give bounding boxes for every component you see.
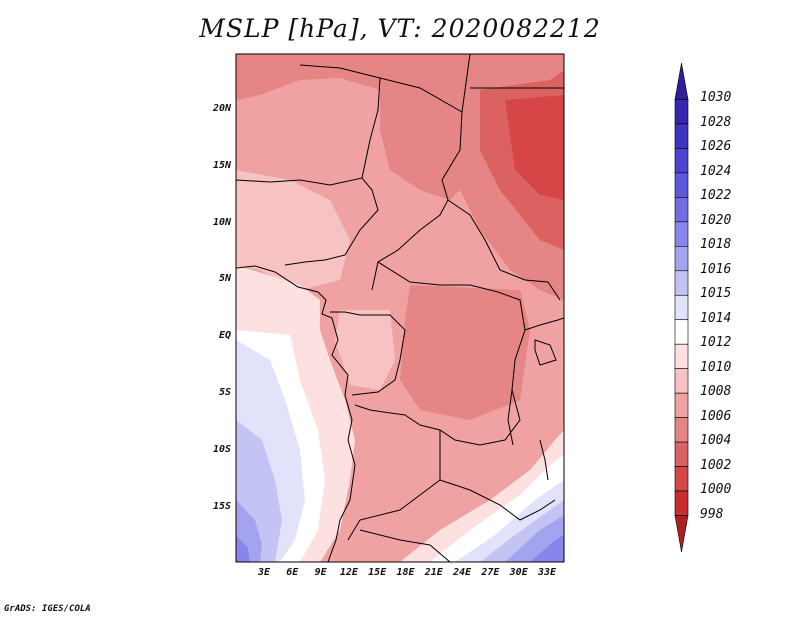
colorbar-swatch xyxy=(674,246,689,272)
colorbar-swatch xyxy=(674,172,689,198)
border-westafrica xyxy=(236,177,379,266)
colorbar-swatch xyxy=(674,197,689,223)
lon-label: 27E xyxy=(481,567,500,578)
lon-label: 30E xyxy=(509,567,528,578)
colorbar-swatch xyxy=(674,490,689,516)
colorbar-label: 1000 xyxy=(700,482,732,498)
colorbar xyxy=(674,62,689,553)
colorbar-swatch xyxy=(674,392,689,418)
field-1008-congo xyxy=(400,285,530,420)
credit-text: GrADS: IGES/COLA xyxy=(4,604,91,614)
colorbar-swatch xyxy=(674,99,689,125)
border-namibia xyxy=(359,529,451,562)
field-1008-north xyxy=(236,54,470,120)
colorbar-swatch xyxy=(674,515,689,553)
lake-tanganyika xyxy=(507,389,514,446)
colorbar-label: 1028 xyxy=(700,114,732,130)
colorbar-label: 1016 xyxy=(700,261,732,277)
lon-label: 24E xyxy=(453,567,472,578)
colorbar-swatch xyxy=(674,270,689,296)
lon-label: 15E xyxy=(368,567,387,578)
field-1022-south xyxy=(530,535,564,562)
lon-label: 6E xyxy=(286,567,299,578)
colorbar-swatch xyxy=(674,123,689,149)
border-congo xyxy=(330,311,406,396)
lat-label: EQ xyxy=(218,330,231,342)
colorbar-label: 1006 xyxy=(700,408,732,424)
lon-label: 18E xyxy=(396,567,415,578)
colorbar-swatch xyxy=(674,368,689,394)
coastline xyxy=(236,265,356,562)
lon-label: 9E xyxy=(314,567,327,578)
colorbar-label: 1030 xyxy=(700,90,732,106)
colorbar-label: 1020 xyxy=(700,212,732,228)
colorbar-label: 1022 xyxy=(700,188,732,204)
colorbar-swatch xyxy=(674,466,689,492)
colorbar-swatch xyxy=(674,221,689,247)
border-kenya xyxy=(524,317,564,331)
border-niger-algeria xyxy=(299,64,381,179)
lon-label: 3E xyxy=(257,567,271,578)
colorbar-label: 1012 xyxy=(700,335,732,351)
lat-label: 10N xyxy=(212,216,231,228)
colorbar-label: 1026 xyxy=(700,139,732,155)
colorbar-label: 1018 xyxy=(700,237,732,253)
colorbar-swatch xyxy=(674,319,689,345)
colorbar-swatch xyxy=(674,62,689,100)
colorbar-swatch xyxy=(674,417,689,443)
colorbar-swatch xyxy=(674,343,689,369)
field-1008-chad xyxy=(380,90,470,200)
colorbar-swatch xyxy=(674,441,689,467)
lat-label: 15N xyxy=(212,159,231,171)
lat-label: 15S xyxy=(212,500,231,512)
lat-label: 5N xyxy=(218,273,231,285)
colorbar-label: 1002 xyxy=(700,457,732,473)
border-car-drc xyxy=(377,261,526,331)
colorbar-label: 1004 xyxy=(700,433,732,449)
map-title: MSLP [hPa], VT: 2020082212 xyxy=(199,14,601,43)
mslp-field xyxy=(236,54,564,562)
field-1012-gabon xyxy=(335,310,395,390)
map-frame xyxy=(235,53,565,563)
colorbar-label: 1008 xyxy=(700,384,732,400)
lon-label: 12E xyxy=(339,567,358,578)
border-angola-zambia xyxy=(347,430,441,541)
colorbar-label: 1015 xyxy=(700,286,732,302)
border-libya xyxy=(379,54,471,113)
lon-label: 21E xyxy=(424,567,443,578)
colorbar-label: 1024 xyxy=(700,163,732,179)
lake-victoria xyxy=(534,339,557,366)
border-drc-east xyxy=(354,329,526,446)
lon-label: 33E xyxy=(537,567,557,578)
colorbar-swatch xyxy=(674,148,689,174)
colorbar-swatch xyxy=(674,294,689,321)
border-zambia-south xyxy=(439,479,556,521)
lat-label: 10S xyxy=(212,443,231,455)
lat-label: 5S xyxy=(218,387,231,398)
colorbar-label: 1010 xyxy=(700,359,732,375)
field-1004-core xyxy=(505,95,564,200)
colorbar-label: 1014 xyxy=(700,310,732,326)
field-1022-ocean xyxy=(236,535,250,562)
lat-label: 20N xyxy=(212,103,231,114)
border-car-sudan xyxy=(447,199,561,301)
country-borders xyxy=(236,54,564,562)
lake-malawi xyxy=(539,439,549,481)
border-chad xyxy=(371,111,463,291)
colorbar-label: 998 xyxy=(700,506,724,522)
